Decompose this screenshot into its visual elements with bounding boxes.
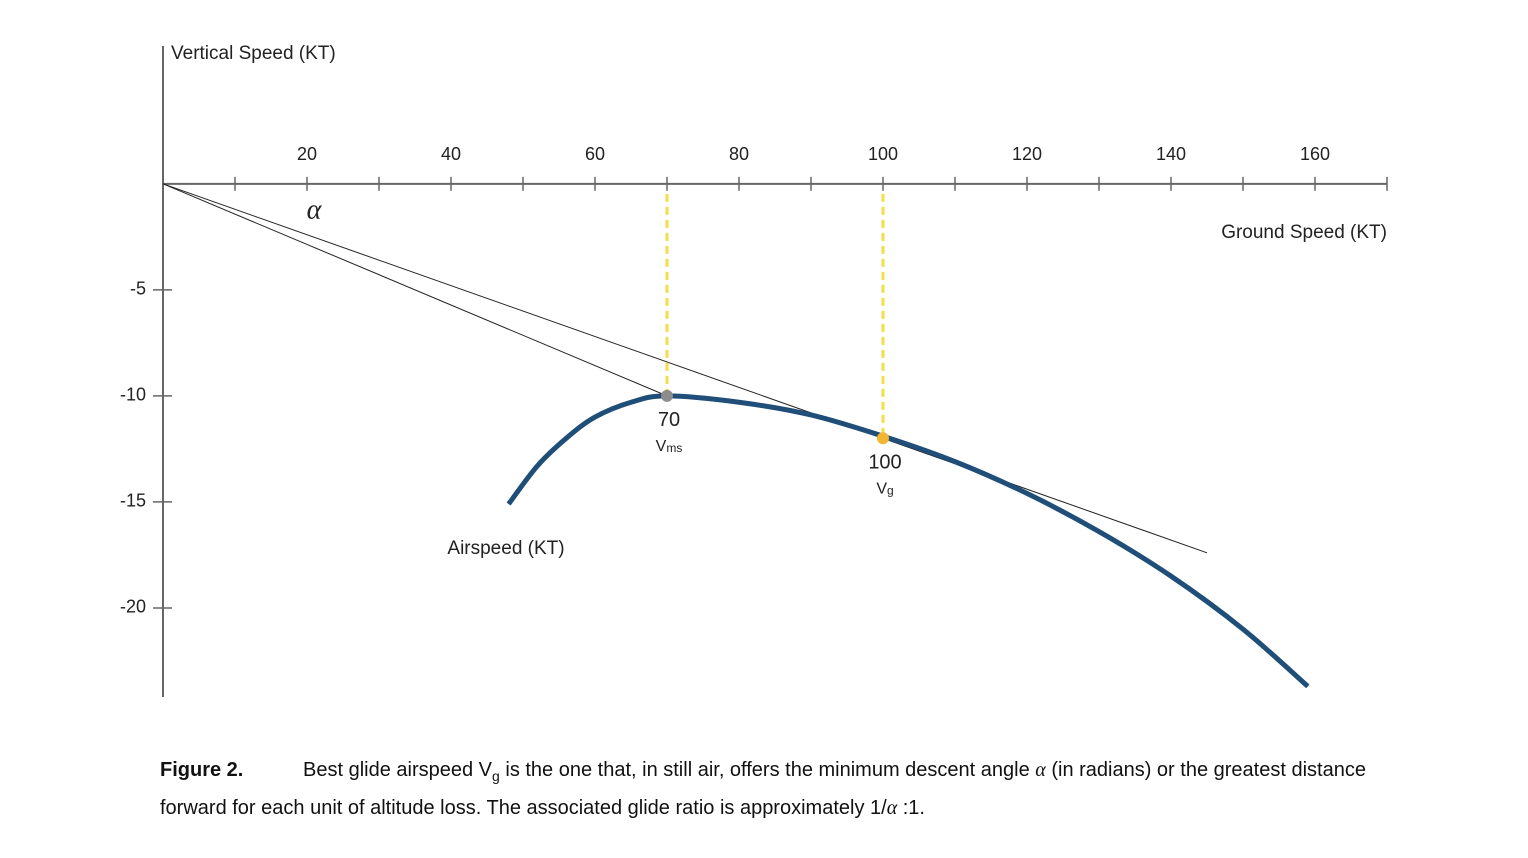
- y-tick-label: -10: [120, 385, 146, 405]
- tangent-line: [162, 183, 1208, 554]
- point-symbol: Vms: [656, 438, 683, 455]
- point-label: 70: [658, 409, 680, 431]
- point-label: 100: [868, 452, 901, 474]
- point: [877, 432, 889, 445]
- y-tick-label: -5: [130, 279, 146, 299]
- angle-label: α: [307, 194, 323, 225]
- tangent-line: [162, 183, 668, 397]
- symbol: V: [656, 438, 667, 455]
- x-tick-label: 120: [1012, 144, 1042, 164]
- subscript: ms: [666, 441, 682, 455]
- caption: Figure 2. Best glide airspeed Vg is the o…: [160, 754, 1400, 824]
- caption-text: is the one that, in still air, offers th…: [499, 759, 1036, 781]
- x-tick-label: 140: [1156, 144, 1186, 164]
- point-symbol: Vg: [876, 481, 893, 498]
- y-tick-label: -15: [120, 491, 146, 511]
- polar-curve: [506, 393, 1310, 689]
- caption-symbol: α: [1035, 759, 1046, 781]
- caption-label: Figure 2.: [160, 759, 244, 781]
- x-tick-label: 100: [868, 144, 898, 164]
- symbol: V: [876, 481, 887, 498]
- x-tick-label: 40: [441, 144, 461, 164]
- curve-label: Airspeed (KT): [447, 538, 564, 559]
- y-axis-label: Vertical Speed (KT): [171, 43, 336, 64]
- caption-text: Best glide airspeed V: [303, 759, 493, 781]
- point: [661, 389, 673, 402]
- x-axis-label: Ground Speed (KT): [1221, 222, 1387, 243]
- caption-symbol: α: [886, 797, 898, 819]
- x-tick-label: 160: [1300, 144, 1330, 164]
- y-tick-label: -20: [120, 597, 146, 617]
- subscript: g: [887, 483, 894, 497]
- caption-text: (in radians) or the greatest distance fo…: [160, 759, 1366, 819]
- x-tick-label: 60: [585, 144, 605, 164]
- x-tick-label: 20: [297, 144, 317, 164]
- x-tick-label: 80: [729, 144, 749, 164]
- chart: Vertical Speed (KT) Ground Speed (KT) α …: [120, 43, 1388, 697]
- caption-text: :1.: [897, 797, 925, 819]
- caption-subscript: g: [492, 768, 500, 784]
